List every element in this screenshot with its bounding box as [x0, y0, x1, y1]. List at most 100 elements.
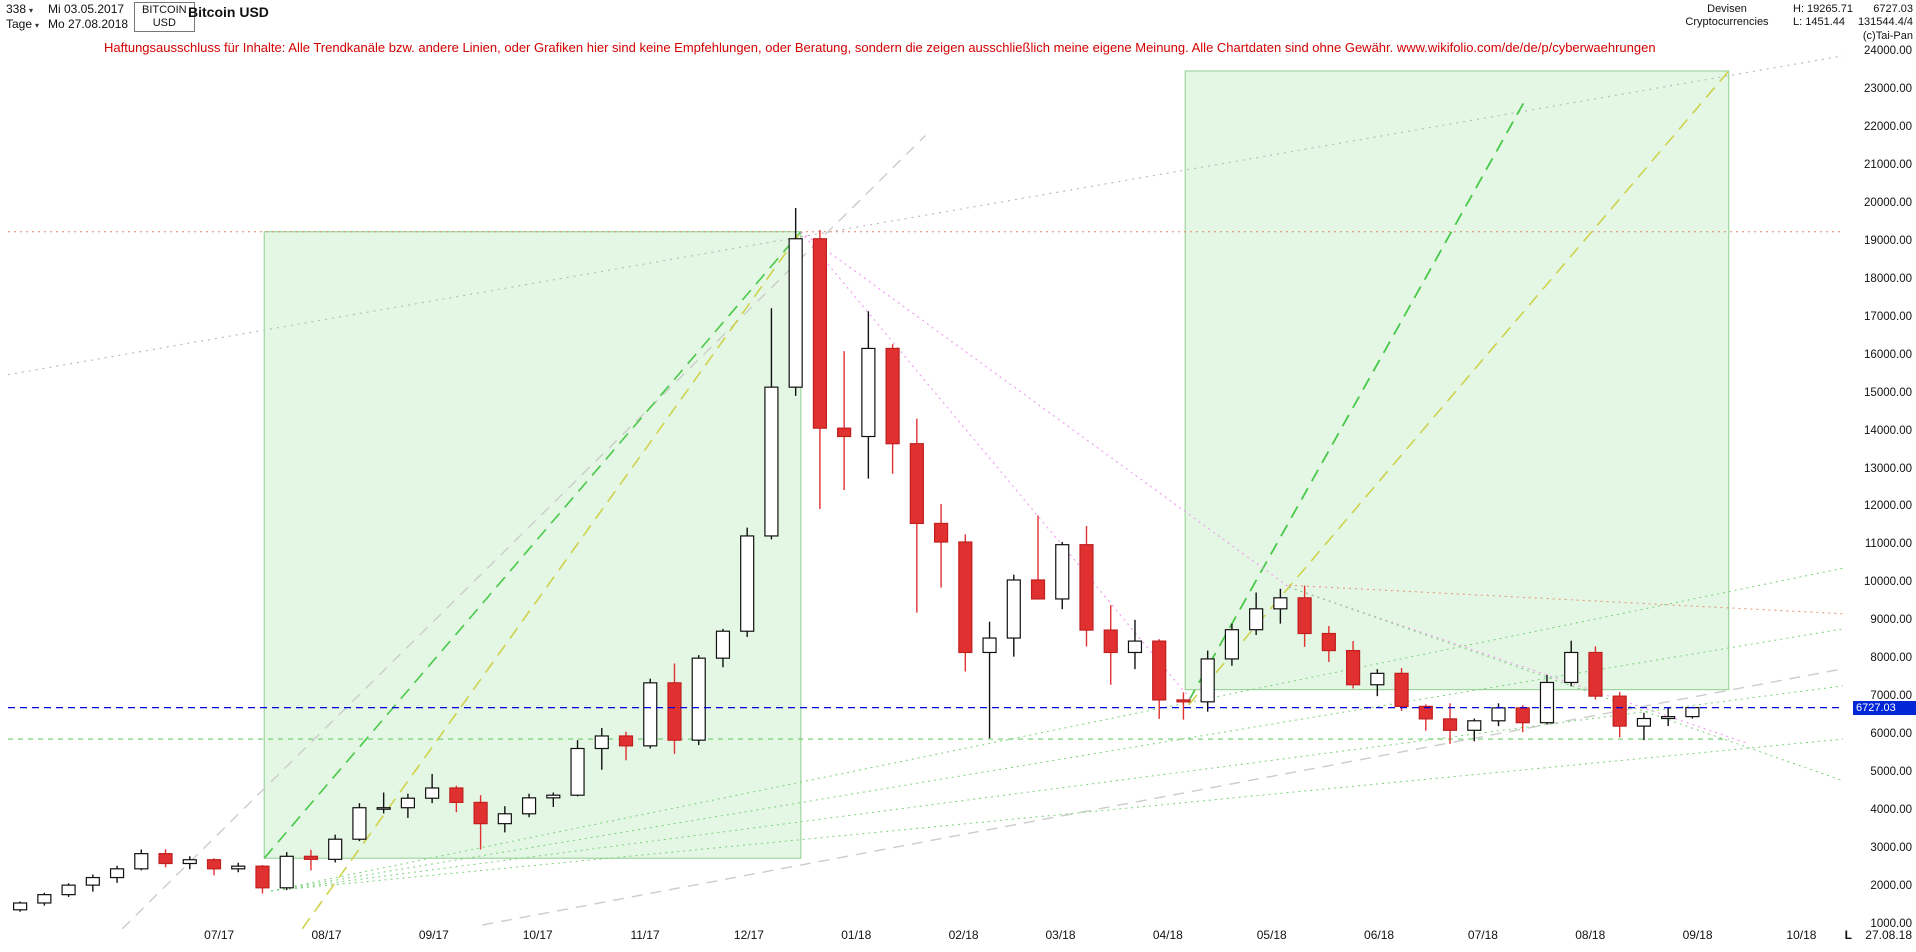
- candle: [1200, 658, 1215, 703]
- candle: [764, 386, 779, 537]
- candle: [667, 682, 682, 741]
- green-descending[interactable]: [1288, 586, 1844, 782]
- symbol-selector[interactable]: BITCOIN USD: [134, 2, 195, 32]
- candle: [1030, 579, 1046, 600]
- price-axis-label: 5000.00: [1870, 766, 1912, 779]
- candle: [1370, 672, 1385, 686]
- symbol-currency: USD: [152, 17, 176, 29]
- price-axis-label: 22000.00: [1864, 120, 1912, 133]
- price-axis-label: 17000.00: [1864, 310, 1912, 323]
- candle: [1176, 699, 1191, 703]
- magenta-fan-2[interactable]: [800, 231, 1193, 702]
- price-axis-label: 16000.00: [1864, 348, 1912, 361]
- chart-area: 1000.00 2000.00 3000.00 4000.00 5000.00 6000.…: [0, 42, 1916, 952]
- candle: [1103, 629, 1118, 654]
- price-axis-label: 4000.00: [1870, 804, 1912, 817]
- page-title: Bitcoin USD: [188, 4, 269, 20]
- high-value: H: 19265.71: [1793, 3, 1853, 15]
- price-axis-label: 7000.00: [1870, 690, 1912, 703]
- candle: [546, 794, 561, 799]
- time-axis-label: 10/18: [1786, 928, 1817, 942]
- bar-count-select[interactable]: 338 ▾: [6, 3, 33, 17]
- price-axis-label: 8000.00: [1870, 652, 1912, 665]
- candle: [1079, 544, 1094, 631]
- chevron-down-icon: ▾: [35, 21, 40, 30]
- green-fan-4[interactable]: [271, 738, 1844, 892]
- candle: [933, 522, 949, 543]
- candle: [1612, 695, 1627, 727]
- candle: [1467, 720, 1482, 731]
- candle: [449, 787, 464, 804]
- candle: [1273, 597, 1288, 610]
- end-date-field[interactable]: Mo 27.08.2018: [48, 17, 129, 31]
- candle: [715, 630, 731, 659]
- price-axis-label: 13000.00: [1864, 462, 1912, 475]
- price-axis-label: 1000.00: [1870, 918, 1912, 930]
- category-segment: Cryptocurrencies: [1685, 16, 1769, 28]
- candle: [279, 855, 294, 889]
- time-axis-label: 10/17: [522, 928, 553, 942]
- channel2-green-steep[interactable]: [1187, 100, 1526, 702]
- candle: [13, 902, 28, 911]
- candle: [473, 801, 488, 825]
- gray-support[interactable]: [482, 668, 1844, 926]
- candle: [594, 735, 609, 750]
- price-axis-label: 12000.00: [1864, 500, 1912, 513]
- candle: [1491, 707, 1506, 722]
- category-block: Devisen Cryptocurrencies: [1668, 3, 1786, 29]
- magenta-fan-1[interactable]: [800, 231, 1290, 588]
- price-axis-label: 15000.00: [1864, 386, 1912, 399]
- candle: [206, 859, 222, 870]
- channel1-yellow-diagonal[interactable]: [301, 231, 802, 930]
- green-fan-2[interactable]: [271, 628, 1844, 892]
- candle: [1661, 716, 1676, 720]
- candle: [885, 347, 900, 445]
- green-fan-3[interactable]: [271, 685, 1844, 892]
- candle: [618, 735, 634, 747]
- price-axis-label: 11000.00: [1864, 538, 1912, 551]
- time-axis-label: 08/18: [1575, 928, 1606, 942]
- candle: [643, 682, 658, 747]
- copyright-label: (c)Tai-Pan: [1862, 30, 1913, 42]
- time-axis-label: 07/17: [204, 928, 235, 942]
- candle: [61, 884, 76, 896]
- time-axis-label: 07/18: [1467, 928, 1498, 942]
- start-date-field[interactable]: Mi 03.05.2017: [48, 2, 125, 16]
- candle: [837, 427, 852, 438]
- trend-channel-box-2018[interactable]: [1184, 70, 1730, 691]
- symbol-name: BITCOIN: [142, 4, 187, 16]
- candle: [303, 855, 319, 860]
- price-axis-label: 6000.00: [1870, 728, 1912, 741]
- gray-trend-dotted[interactable]: [7, 55, 1844, 376]
- candle: [1539, 681, 1555, 724]
- candle: [231, 865, 246, 870]
- category-market: Devisen: [1707, 3, 1747, 15]
- last-date-prefix: L: [1844, 928, 1852, 942]
- candle: [1345, 649, 1361, 686]
- candle: [1297, 597, 1312, 635]
- bar-count-value: 338: [6, 2, 27, 16]
- price-axis-label: 20000.00: [1864, 196, 1912, 209]
- time-axis-label: 12/17: [733, 928, 764, 942]
- candle: [958, 541, 973, 654]
- price-axis-label: 3000.00: [1870, 842, 1912, 855]
- candle: [158, 853, 173, 865]
- time-axis-label: 06/18: [1364, 928, 1395, 942]
- candle: [982, 637, 997, 654]
- candle: [1564, 651, 1579, 684]
- last-date-value: 27.08.18: [1865, 928, 1912, 942]
- candle: [255, 865, 270, 889]
- last-price-value: 6727.03: [1873, 3, 1913, 15]
- red-resistance[interactable]: [1289, 584, 1844, 615]
- channel1-green-diagonal[interactable]: [263, 231, 802, 859]
- last-price-block: 6727.03 131544.4/4: [1841, 3, 1913, 29]
- candle: [352, 807, 367, 840]
- period-select[interactable]: Tage ▾: [6, 18, 39, 32]
- candle: [1588, 651, 1603, 697]
- time-axis: 07/17 08/17 09/17 10/17 11/17 12/17 01/18 02/18…: [0, 928, 1853, 944]
- candle: [521, 797, 537, 815]
- candle: [812, 238, 828, 429]
- candle: [400, 797, 415, 809]
- candle: [691, 657, 706, 741]
- candlestick-chart[interactable]: [0, 42, 1853, 942]
